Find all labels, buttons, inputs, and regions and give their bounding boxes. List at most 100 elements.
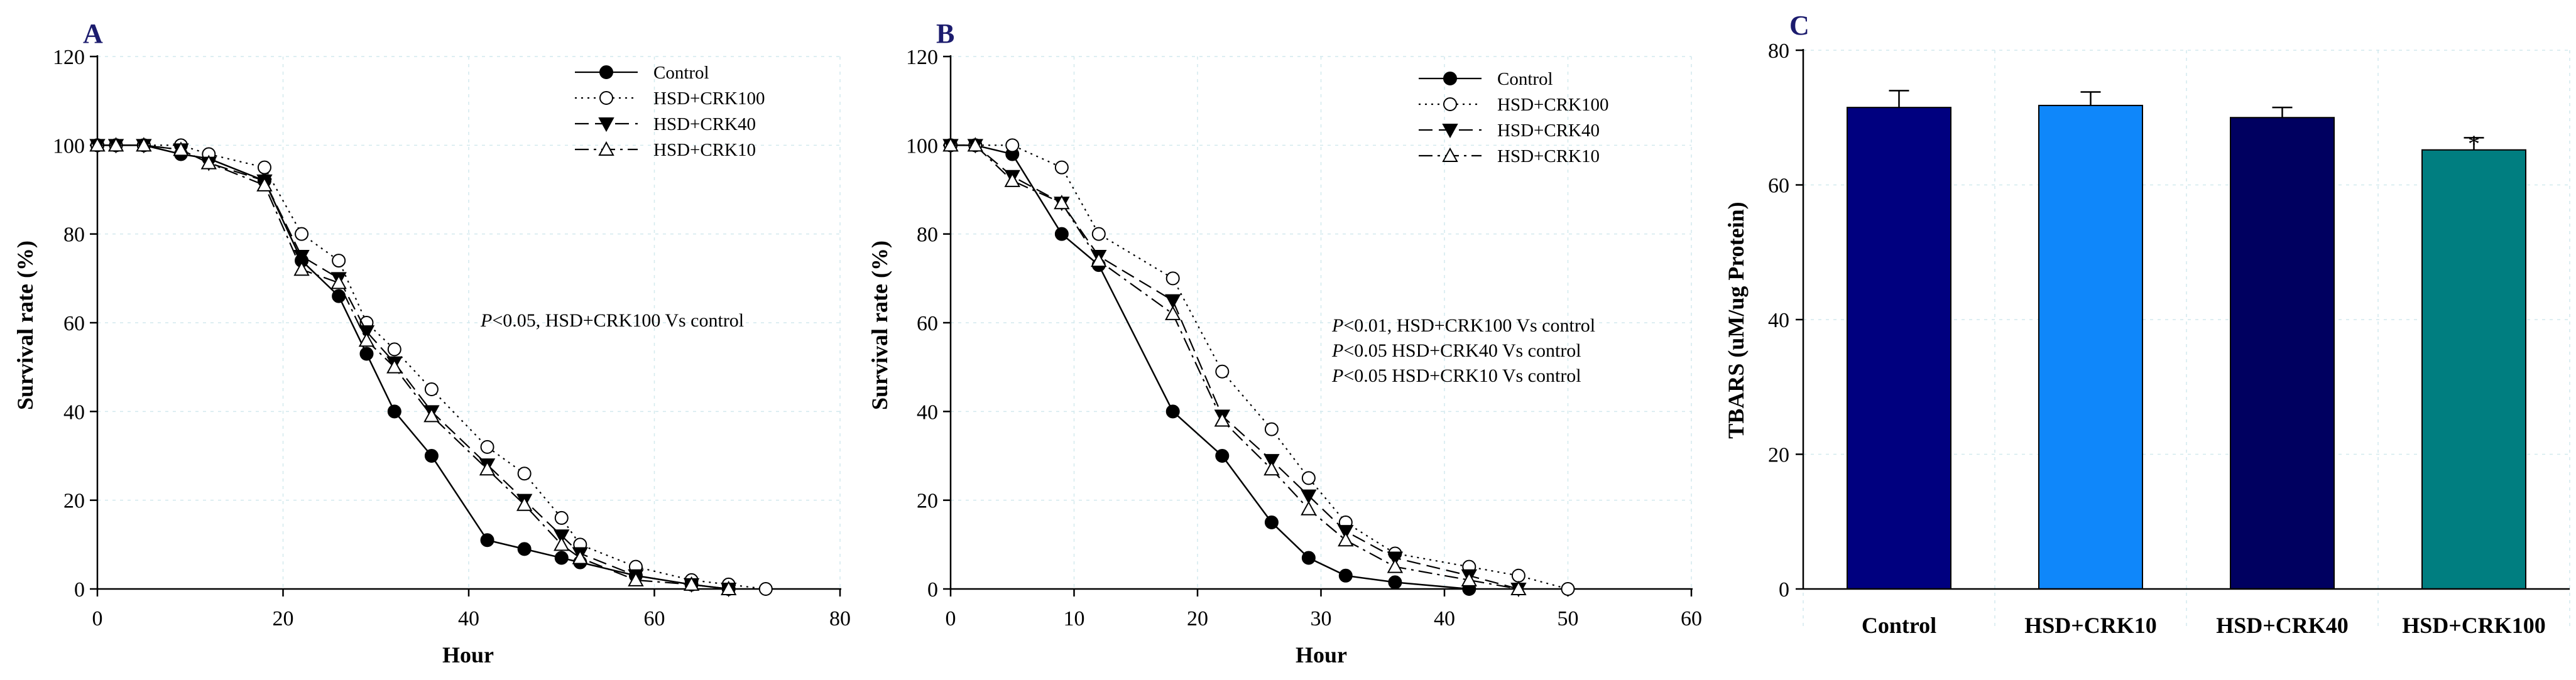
panel-c-category-label-control: Control: [1862, 613, 1936, 638]
panel-a-series-control-line: [97, 144, 729, 590]
panel-b-annotation-2-text: <0.05 HSD+CRK10 Vs control: [1343, 365, 1581, 386]
panel-a-annotation-0: P<0.05, HSD+CRK100 Vs control: [480, 310, 744, 331]
panel-b-x-tick-label-60: 60: [1681, 607, 1702, 630]
panel-c-tbars-bar-chart: * 0 20 40 60 80 Control HSD+CRK10 HSD+CRK40 HSD…: [1723, 10, 2570, 638]
panel-a-series-hsd-crk100-point-13: [554, 510, 569, 525]
panel-b-series-hsd-crk40-point-5: [1165, 294, 1181, 309]
panel-a-x-axis-title: Hour: [442, 642, 494, 667]
panel-a-legend-marker-hsd-crk10: [598, 141, 614, 156]
panel-b-series-hsd-crk10-point-5: [1165, 305, 1181, 320]
panel-b-series-hsd-crk40-point-9: [1338, 525, 1354, 540]
panel-b-series-hsd-crk10-point-7: [1263, 461, 1280, 476]
panel-c-bar-group-hsd-crk100: *: [2421, 131, 2526, 590]
panel-b-series-hsd-crk100-point-7: [1264, 422, 1279, 436]
panel-a-series-hsd-crk40: [89, 139, 737, 598]
panel-a-series-hsd-crk40-point-8: [358, 325, 375, 340]
panel-b-y-tick-label-120: 120: [906, 46, 938, 69]
panel-b-series-hsd-crk100-line: [951, 144, 1568, 590]
panel-a-series-hsd-crk10-line: [97, 144, 729, 590]
panel-a-series-hsd-crk100-line: [97, 144, 766, 590]
panel-a-grid: [97, 56, 841, 589]
panel-a-series-hsd-crk100: [90, 138, 773, 596]
panel-b-series-hsd-crk10-point-8: [1301, 500, 1317, 515]
panel-c-bar-group-hsd-crk40: [2230, 106, 2335, 590]
panel-a-series-hsd-crk10-point-6: [293, 261, 310, 276]
panel-b-y-tick-label-80: 80: [917, 224, 938, 247]
panel-b-series-hsd-crk100-point-8: [1301, 471, 1316, 485]
panel-a-series-control-point-13: [554, 551, 569, 565]
panel-a-series-hsd-crk10-point-12: [516, 496, 533, 511]
panel-a-series-control-point-12: [517, 542, 532, 556]
panel-b-letter: B: [936, 18, 954, 49]
panel-a-series-hsd-crk10-point-0: [89, 137, 106, 152]
panel-b-legend-marker-hsd-crk10: [1442, 147, 1458, 162]
panel-b-y-tick-label-60: 60: [917, 312, 938, 335]
panel-a-y-tick-label-120: 120: [53, 46, 85, 69]
panel-c-letter: C: [1789, 10, 1809, 41]
panel-a-legend-item-hsd-crk40: HSD+CRK40: [575, 114, 756, 134]
panel-a-series-hsd-crk40-point-13: [554, 529, 570, 544]
panel-a-series-hsd-crk10-point-14: [572, 549, 588, 564]
panel-b-series-hsd-crk10-point-9: [1338, 532, 1354, 547]
panel-a-legend-label-control: Control: [653, 63, 709, 83]
panel-a-legend-marker-control: [599, 65, 613, 79]
panel-c-y-tick-label-60: 60: [1768, 175, 1789, 198]
panel-a-series-hsd-crk100-point-5: [257, 160, 271, 175]
panel-a-legend-marker-hsd-crk40: [598, 117, 614, 132]
panel-a-x-ticks: 0 20 40 60 80: [92, 589, 851, 630]
panel-a-series-hsd-crk10-point-16: [683, 576, 700, 591]
panel-c-category-label-hsd-crk40: HSD+CRK40: [2216, 613, 2349, 638]
panel-b-series-hsd-crk10: [942, 137, 1527, 595]
panel-b-series-hsd-crk100-point-2: [1005, 138, 1020, 153]
panel-b-series-hsd-crk10-point-2: [1004, 172, 1020, 187]
panel-c-y-tick-label-40: 40: [1768, 309, 1789, 332]
panel-b-annotation-1-text: <0.05 HSD+CRK40 Vs control: [1343, 340, 1581, 361]
panel-a-series-control-point-8: [359, 347, 374, 361]
panel-a-legend-item-hsd-crk10: HSD+CRK10: [575, 140, 756, 160]
panel-b-x-tick-label-0: 0: [946, 607, 956, 630]
panel-b-grid: [951, 56, 1692, 589]
panel-b-series-hsd-crk10-point-12: [1510, 580, 1527, 595]
panel-a-y-ticks: 0 20 40 60 80 100 120: [53, 46, 97, 602]
panel-a-series-hsd-crk10-point-15: [628, 571, 644, 586]
panel-b-legend-label-hsd-crk100: HSD+CRK100: [1497, 95, 1609, 115]
panel-a-y-tick-label-100: 100: [53, 134, 85, 158]
panel-b-annotation-2-p: P: [1331, 365, 1343, 386]
panel-c-category-labels: Control HSD+CRK10 HSD+CRK40 HSD+CRK100: [1862, 613, 2546, 638]
panel-b-series-hsd-crk10-point-10: [1387, 558, 1404, 573]
panel-a-x-tick-label-20: 20: [273, 607, 294, 630]
panel-a-series-hsd-crk40-point-6: [293, 250, 310, 265]
panel-a-series-hsd-crk100-point-7: [332, 254, 346, 268]
panel-a-annotations: P<0.05, HSD+CRK100 Vs control: [480, 310, 744, 331]
panel-b-x-tick-label-10: 10: [1064, 607, 1085, 630]
panel-b-series-hsd-crk100-point-5: [1165, 271, 1180, 286]
panel-b-y-tick-label-20: 20: [917, 490, 938, 513]
panel-c-bar-hsd-crk40: [2230, 117, 2335, 590]
panel-a-series-control-point-11: [480, 533, 494, 548]
panel-b-series-hsd-crk100-point-4: [1091, 227, 1106, 241]
panel-a-series-hsd-crk10-point-17: [721, 580, 737, 595]
panel-b-legend: Control HSD+CRK100 HSD+CRK40 HSD+CRK10: [1419, 69, 1609, 166]
panel-a-y-axis-title: Survival rate (%): [13, 240, 38, 410]
panel-c-significance-hsd-crk100: *: [2468, 131, 2480, 157]
panel-b-series-hsd-crk100-point-12: [1511, 568, 1525, 583]
panel-b-legend-label-hsd-crk40: HSD+CRK40: [1497, 121, 1600, 141]
panel-b-annotation-0-text: <0.01, HSD+CRK100 Vs control: [1343, 315, 1595, 336]
panel-a-series-hsd-crk10-point-7: [330, 274, 347, 289]
panel-c-bar-hsd-crk100: [2421, 149, 2526, 590]
panel-c-y-tick-label-0: 0: [1779, 578, 1789, 602]
panel-a-x-tick-label-60: 60: [644, 607, 665, 630]
panel-a-series-hsd-crk100-point-10: [424, 382, 439, 396]
panel-a-series-hsd-crk10-point-5: [256, 176, 273, 192]
panel-a-series-hsd-crk100-point-18: [758, 582, 773, 596]
panel-a-y-tick-label-0: 0: [74, 578, 85, 602]
panel-b-series-hsd-crk10-point-4: [1091, 252, 1107, 267]
panel-b-legend-marker-control: [1443, 72, 1457, 85]
panel-c-y-axis-title: TBARS (uM/ug Protein): [1723, 202, 1749, 438]
panel-b-x-tick-label-50: 50: [1558, 607, 1579, 630]
panel-b-legend-marker-hsd-crk100: [1443, 97, 1457, 111]
panel-b-annotation-2: P<0.05 HSD+CRK10 Vs control: [1331, 365, 1581, 386]
panel-a-series-control: [90, 138, 736, 596]
panel-c-bar-control: [1847, 107, 1951, 590]
panel-a-x-tick-label-40: 40: [458, 607, 479, 630]
